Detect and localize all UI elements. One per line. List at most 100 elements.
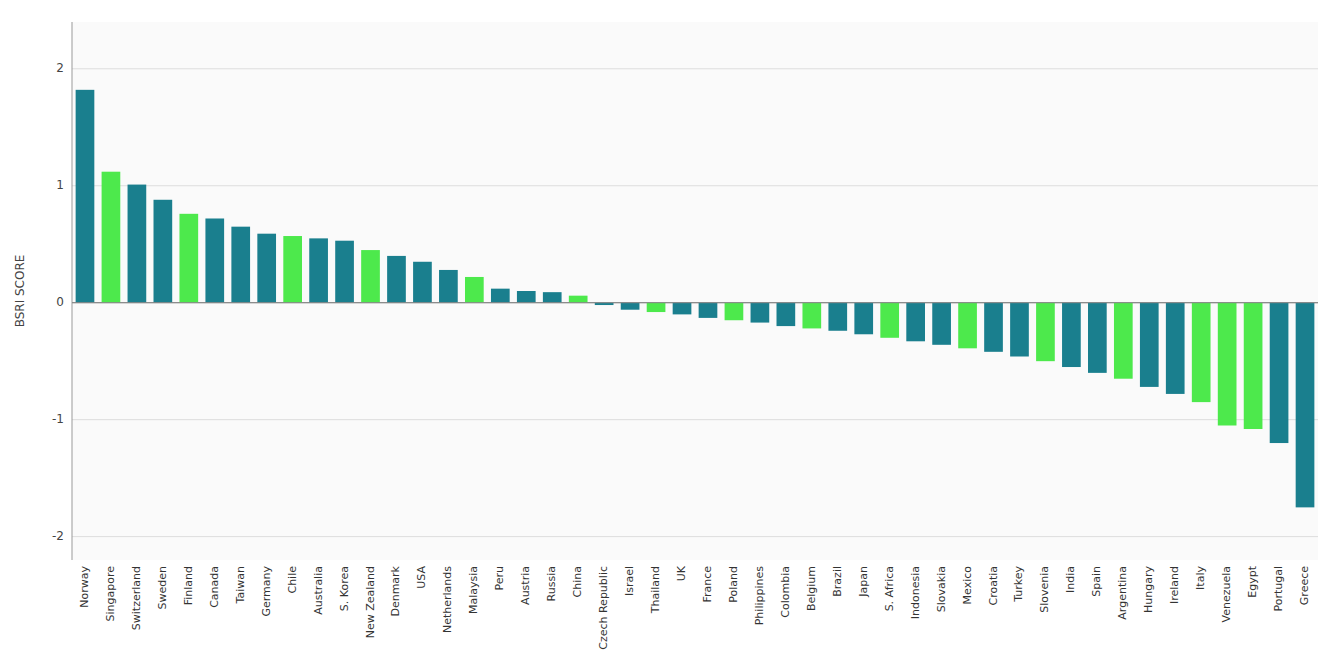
y-tick-label: 2 <box>56 61 64 75</box>
bar <box>1270 303 1289 443</box>
bar <box>76 90 95 303</box>
x-tick-label: Norway <box>78 566 91 608</box>
x-tick-label: New Zealand <box>364 566 377 638</box>
x-tick-label: Israel <box>623 566 636 596</box>
bar <box>1062 303 1081 367</box>
bar <box>984 303 1003 352</box>
bar <box>699 303 718 318</box>
bar <box>1296 303 1315 508</box>
grid-line <box>72 302 1318 303</box>
chart: -2-1012NorwaySingaporeSwitzerlandSwedenF… <box>0 0 1338 672</box>
x-tick-label: Russia <box>545 566 558 601</box>
bar <box>569 296 588 303</box>
bar <box>647 303 666 312</box>
bar <box>439 270 458 303</box>
bar <box>1036 303 1055 361</box>
y-tick-label: 0 <box>56 295 64 309</box>
y-tick-label: -1 <box>52 412 64 426</box>
x-tick-label: Slovenia <box>1038 566 1051 613</box>
bar <box>725 303 744 321</box>
bar <box>906 303 925 342</box>
x-tick-label: Portugal <box>1272 566 1285 612</box>
x-tick-label: Canada <box>208 566 221 608</box>
bar <box>413 262 432 303</box>
x-tick-label: Netherlands <box>441 566 454 633</box>
x-tick-label: Austria <box>519 566 532 605</box>
bar <box>309 238 328 302</box>
bar <box>1166 303 1185 394</box>
bar <box>179 214 198 303</box>
bar <box>335 241 354 303</box>
bar <box>1140 303 1159 387</box>
x-tick-label: Venezuela <box>1220 566 1233 623</box>
grid-line <box>72 536 1318 537</box>
x-tick-label: Greece <box>1298 566 1311 605</box>
bar <box>1244 303 1263 429</box>
x-tick-label: Brazil <box>831 566 844 597</box>
chart-svg: -2-1012NorwaySingaporeSwitzerlandSwedenF… <box>0 0 1338 672</box>
bar <box>1010 303 1029 357</box>
zero-line <box>72 302 1318 303</box>
x-tick-label: UK <box>675 565 688 581</box>
y-tick-label: 1 <box>56 178 64 192</box>
grid-line <box>72 419 1318 420</box>
bar <box>1192 303 1211 402</box>
y-axis-label: BSRI SCORE <box>13 255 27 328</box>
x-tick-label: Slovakia <box>935 566 948 612</box>
x-tick-label: Chile <box>286 566 299 594</box>
x-tick-label: Croatia <box>987 566 1000 606</box>
x-tick-label: S. Korea <box>338 566 351 611</box>
bar <box>128 185 147 303</box>
x-tick-label: Mexico <box>961 566 974 605</box>
bar <box>1218 303 1237 426</box>
x-tick-label: Philippines <box>753 566 766 626</box>
bars <box>76 90 1315 508</box>
y-tick-label: -2 <box>52 529 64 543</box>
x-tick-label: Thailand <box>649 566 662 614</box>
bar <box>932 303 951 345</box>
bar <box>102 172 121 303</box>
bar <box>880 303 899 338</box>
x-tick-label: Czech Republic <box>597 566 610 650</box>
bar <box>543 292 562 303</box>
bar <box>231 227 250 303</box>
bar <box>777 303 796 326</box>
page: {"chart_data": {"type": "bar", "ylabel":… <box>0 0 1338 672</box>
x-tick-label: Egypt <box>1246 565 1259 597</box>
bar <box>958 303 977 349</box>
grid <box>72 69 1318 537</box>
bar <box>1114 303 1133 379</box>
bar <box>465 277 484 303</box>
x-tick-label: France <box>701 566 714 603</box>
x-tick-label: Colombia <box>779 566 792 618</box>
bar <box>854 303 873 335</box>
bar <box>387 256 406 303</box>
bar <box>283 236 302 303</box>
x-tick-label: Denmark <box>389 565 402 616</box>
x-tick-label: Germany <box>260 566 273 617</box>
x-tick-label: Indonesia <box>909 566 922 619</box>
x-tick-label: Spain <box>1090 566 1103 597</box>
bar <box>1088 303 1107 373</box>
bar <box>491 289 510 303</box>
grid-line <box>72 185 1318 186</box>
plot-area <box>72 22 1318 560</box>
x-tick-label: Malaysia <box>467 566 480 614</box>
x-tick-label: Ireland <box>1168 566 1181 604</box>
bar <box>154 200 173 303</box>
bar <box>828 303 847 331</box>
x-tick-label: India <box>1064 566 1077 593</box>
x-tick-label: Argentina <box>1116 566 1129 620</box>
bar <box>517 291 536 303</box>
x-tick-label: Peru <box>493 566 506 591</box>
x-tick-label: Hungary <box>1142 566 1155 613</box>
y-axis-line <box>72 22 73 560</box>
x-tick-label: Singapore <box>104 566 117 622</box>
x-tick-label: Sweden <box>156 566 169 609</box>
bar <box>751 303 770 323</box>
bar <box>205 218 224 302</box>
bar <box>257 234 276 303</box>
bar <box>361 250 380 303</box>
grid-line <box>72 68 1318 69</box>
x-tick-label: China <box>571 566 584 597</box>
